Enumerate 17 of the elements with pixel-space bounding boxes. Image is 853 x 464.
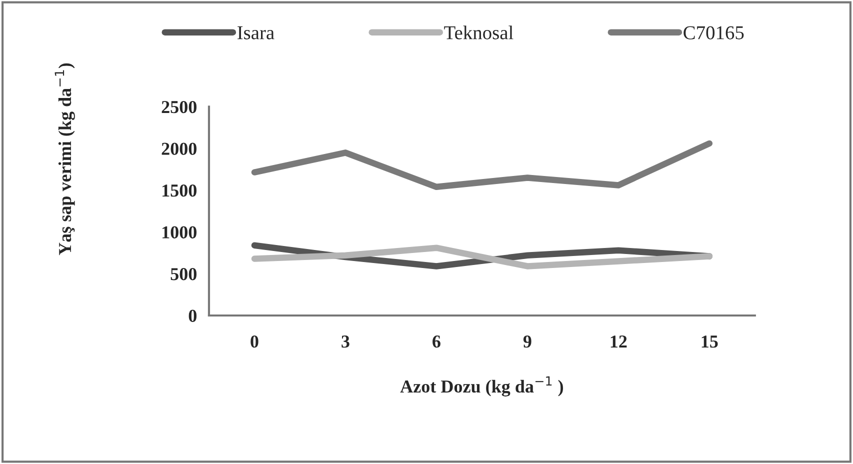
legend-label: Teknosal — [444, 26, 514, 40]
x-axis-title: Azot Dozu (kg da$^{−1}$ ) — [400, 376, 564, 396]
x-tick-label: 6 — [432, 336, 440, 348]
x-tick-label: 0 — [250, 335, 258, 348]
y-tick-label: 1000 — [162, 226, 196, 238]
x-tick-label: 12 — [610, 336, 627, 348]
x-tick-label: 3 — [342, 336, 350, 348]
y-tick-label: 2000 — [162, 142, 196, 155]
y-axis-title: Yaş sap verimi (kg da$^{−1}$) — [54, 63, 75, 256]
legend-label: Isara — [238, 26, 274, 40]
y-tick-label: 0 — [188, 310, 196, 322]
y-tick-label: 2500 — [162, 100, 196, 114]
x-tick-label: 9 — [523, 336, 532, 348]
y-tick-label: 1500 — [162, 184, 196, 197]
x-tick-label: 15 — [702, 336, 718, 348]
y-tick-label: 500 — [170, 268, 196, 280]
legend-label: C70165 — [684, 26, 744, 40]
